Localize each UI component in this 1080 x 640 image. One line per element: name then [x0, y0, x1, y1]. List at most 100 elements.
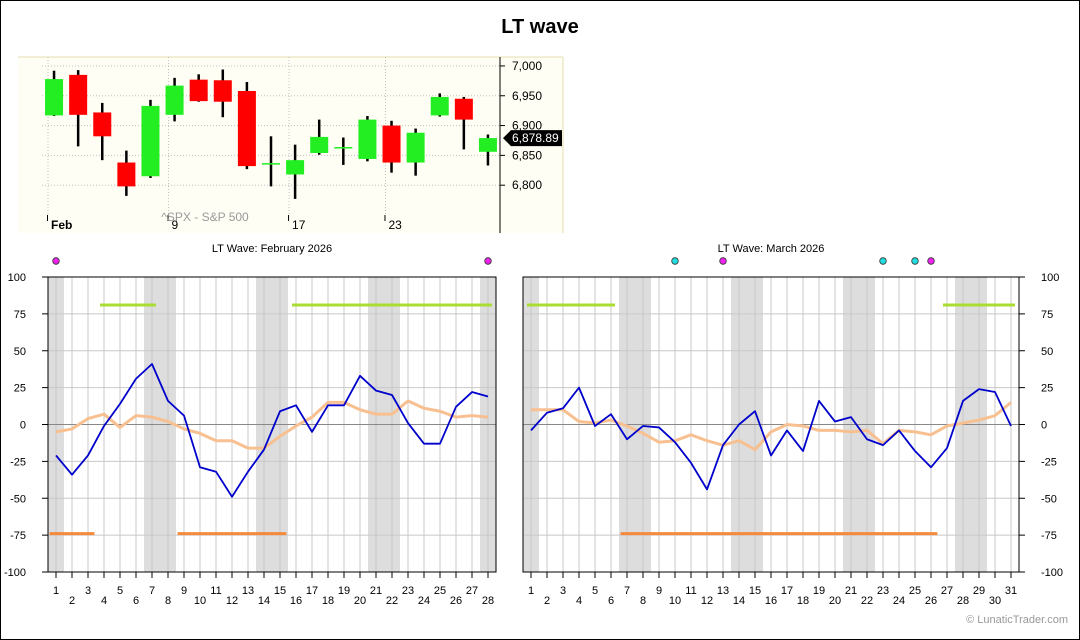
level-tick-label: 50: [14, 346, 26, 358]
day-tick-label: 4: [576, 595, 582, 607]
level-tick-label: 25: [1041, 383, 1053, 395]
wave-panel-title: LT Wave: February 2026: [212, 243, 332, 255]
candle-down: [93, 112, 112, 137]
day-tick-label: 16: [290, 595, 302, 607]
candle-down: [117, 162, 136, 187]
candle-down: [189, 79, 208, 102]
wave-line: [530, 386, 1012, 491]
credit-text: © LunaticTrader.com: [966, 614, 1068, 626]
smoothed-wave-line: [55, 399, 489, 450]
day-tick-label: 22: [861, 595, 873, 607]
day-tick-label: 3: [560, 585, 566, 597]
candle-up: [358, 119, 377, 159]
day-tick-label: 26: [925, 595, 937, 607]
candle-down: [382, 125, 401, 163]
candle-up: [45, 79, 64, 116]
day-tick-label: 7: [624, 585, 630, 597]
day-tick-label: 12: [226, 595, 238, 607]
day-tick-label: 10: [669, 595, 681, 607]
magenta-signal-dot: [719, 257, 727, 265]
day-tick-label: 1: [53, 585, 59, 597]
level-tick-label: 0: [20, 420, 26, 432]
candle-up: [262, 163, 280, 165]
cyan-signal-dot: [911, 257, 919, 265]
day-tick-label: 30: [989, 595, 1001, 607]
day-tick-label: 15: [274, 585, 286, 597]
level-tick-label: -75: [10, 530, 26, 542]
level-tick-label: 0: [1041, 420, 1047, 432]
day-tick-label: 2: [544, 595, 550, 607]
day-tick-label: 23: [402, 585, 414, 597]
day-tick-label: 19: [813, 585, 825, 597]
day-tick-label: 31: [1005, 585, 1017, 597]
day-tick-label: 2: [69, 595, 75, 607]
candle-up: [478, 138, 497, 152]
date-tick-label: 23: [388, 218, 402, 232]
level-tick-label: -75: [1041, 530, 1057, 542]
wave-line: [55, 363, 489, 498]
smoothed-wave-line: [531, 401, 1012, 452]
price-tick-label: 6,850: [512, 148, 542, 162]
cyan-signal-dot: [879, 257, 887, 265]
day-tick-label: 9: [656, 585, 662, 597]
page-title: LT wave: [501, 16, 579, 38]
level-tick-label: 50: [1041, 346, 1053, 358]
day-tick-label: 18: [797, 595, 809, 607]
level-tick-label: -25: [1041, 456, 1057, 468]
day-tick-label: 7: [149, 585, 155, 597]
day-tick-label: 13: [717, 585, 729, 597]
candle-down: [454, 98, 473, 120]
day-tick-label: 3: [85, 585, 91, 597]
date-tick-label: 9: [172, 218, 179, 232]
day-tick-label: 17: [781, 585, 793, 597]
magenta-signal-dot: [927, 257, 935, 265]
candlestick-chart: 6,800 6,850 6,900 6,950 7,000 Feb 9 17 23 ^SPX - …: [18, 56, 564, 233]
magenta-signal-dot: [52, 257, 60, 265]
level-tick-label: 100: [8, 272, 26, 284]
candle-down: [69, 74, 88, 115]
level-tick-label: 100: [1041, 272, 1059, 284]
day-tick-label: 25: [434, 585, 446, 597]
day-tick-label: 14: [258, 595, 270, 607]
day-tick-label: 8: [640, 595, 646, 607]
day-tick-label: 23: [877, 585, 889, 597]
day-tick-label: 12: [701, 595, 713, 607]
wave-panel-title: LT Wave: March 2026: [718, 243, 825, 255]
date-tick-label: Feb: [51, 218, 72, 232]
day-tick-label: 21: [370, 585, 382, 597]
day-tick-label: 8: [165, 595, 171, 607]
candle-up: [141, 105, 160, 177]
day-tick-label: 11: [685, 585, 696, 597]
day-tick-label: 24: [893, 595, 905, 607]
candle-up: [286, 160, 305, 175]
day-tick-label: 5: [117, 585, 123, 597]
day-tick-label: 5: [592, 585, 598, 597]
candle-down: [237, 90, 256, 167]
watermark-text: ^SPX - S&P 500: [161, 210, 249, 224]
day-tick-label: 27: [941, 585, 953, 597]
level-tick-label: -100: [1041, 567, 1063, 579]
day-tick-label: 24: [418, 595, 430, 607]
last-price-badge: [503, 130, 562, 147]
candle-up: [334, 147, 353, 149]
day-tick-label: 11: [210, 585, 221, 597]
candle-down: [213, 80, 232, 102]
day-tick-label: 21: [845, 585, 857, 597]
day-tick-label: 16: [765, 595, 777, 607]
day-tick-label: 6: [133, 595, 139, 607]
candle-up: [430, 96, 449, 116]
day-tick-label: 13: [242, 585, 254, 597]
wave-plot-border: [47, 276, 497, 573]
level-tick-label: -25: [10, 456, 26, 468]
day-tick-label: 29: [973, 585, 985, 597]
level-tick-label: 75: [1041, 309, 1053, 321]
level-tick-label: -50: [10, 493, 26, 505]
day-tick-label: 28: [957, 595, 969, 607]
day-tick-label: 20: [354, 595, 366, 607]
day-tick-label: 28: [482, 595, 494, 607]
price-tick-label: 6,800: [512, 178, 542, 192]
day-tick-label: 9: [181, 585, 187, 597]
day-tick-label: 14: [733, 595, 745, 607]
day-tick-label: 15: [749, 585, 761, 597]
